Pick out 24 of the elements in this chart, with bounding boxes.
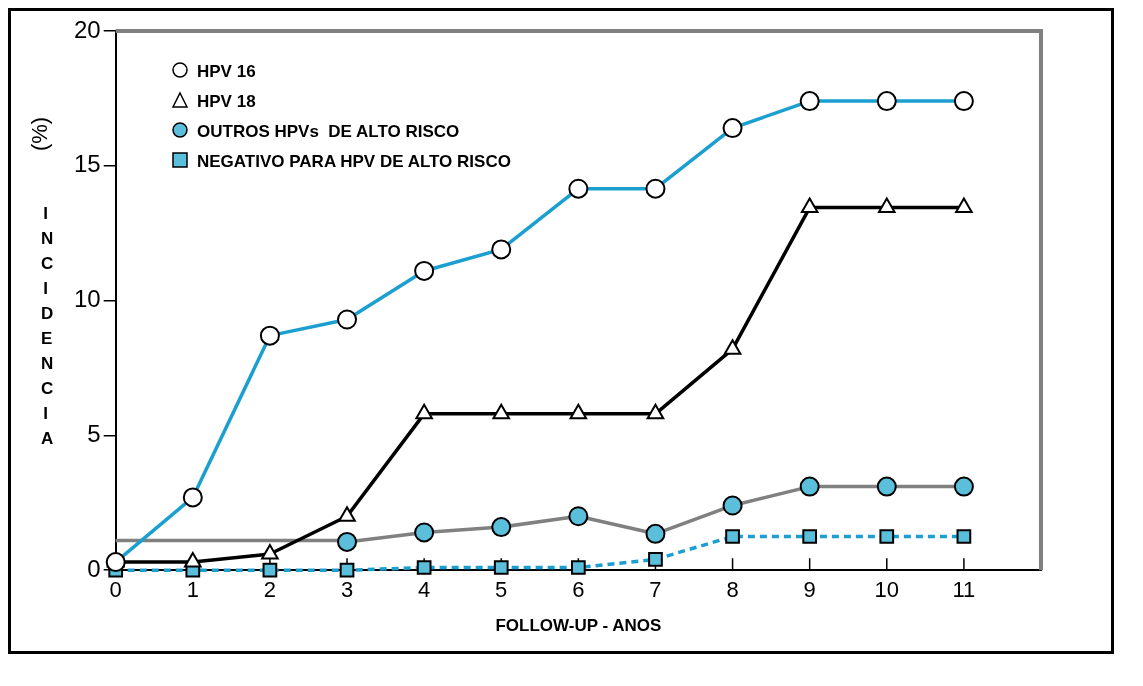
x-tick-label: 8 [726,577,739,603]
x-tick-label: 4 [418,577,431,603]
x-tick-label: 11 [952,577,976,603]
x-tick-label: 5 [495,577,508,603]
text: INCIDENCIA [41,204,54,448]
legend-label: HPV 16 [197,61,256,83]
y-tick-label: 0 [87,554,101,582]
text: (%) [27,116,54,152]
x-tick-label: 0 [109,577,122,603]
legend-label: NEGATIVO PARA HPV DE ALTO RISCO [197,151,511,173]
x-tick-label: 6 [572,577,585,603]
x-tick-label: 3 [340,577,354,603]
x-tick-label: 7 [649,577,662,603]
x-axis-title: FOLLOW-UP - ANOS [495,616,662,636]
y-tick-label: 20 [73,15,101,43]
legend-label: HPV 18 [197,91,256,113]
y-tick-label: 10 [73,285,101,313]
legend-label: OUTROS HPVs DE ALTO RISCO [197,121,460,143]
x-tick-label: 9 [803,577,816,603]
y-tick-label: 5 [87,420,101,448]
y-tick-label: 15 [73,150,101,178]
x-tick-label: 1 [186,577,199,603]
x-tick-label: 2 [263,577,277,603]
x-tick-label: 10 [874,577,900,603]
